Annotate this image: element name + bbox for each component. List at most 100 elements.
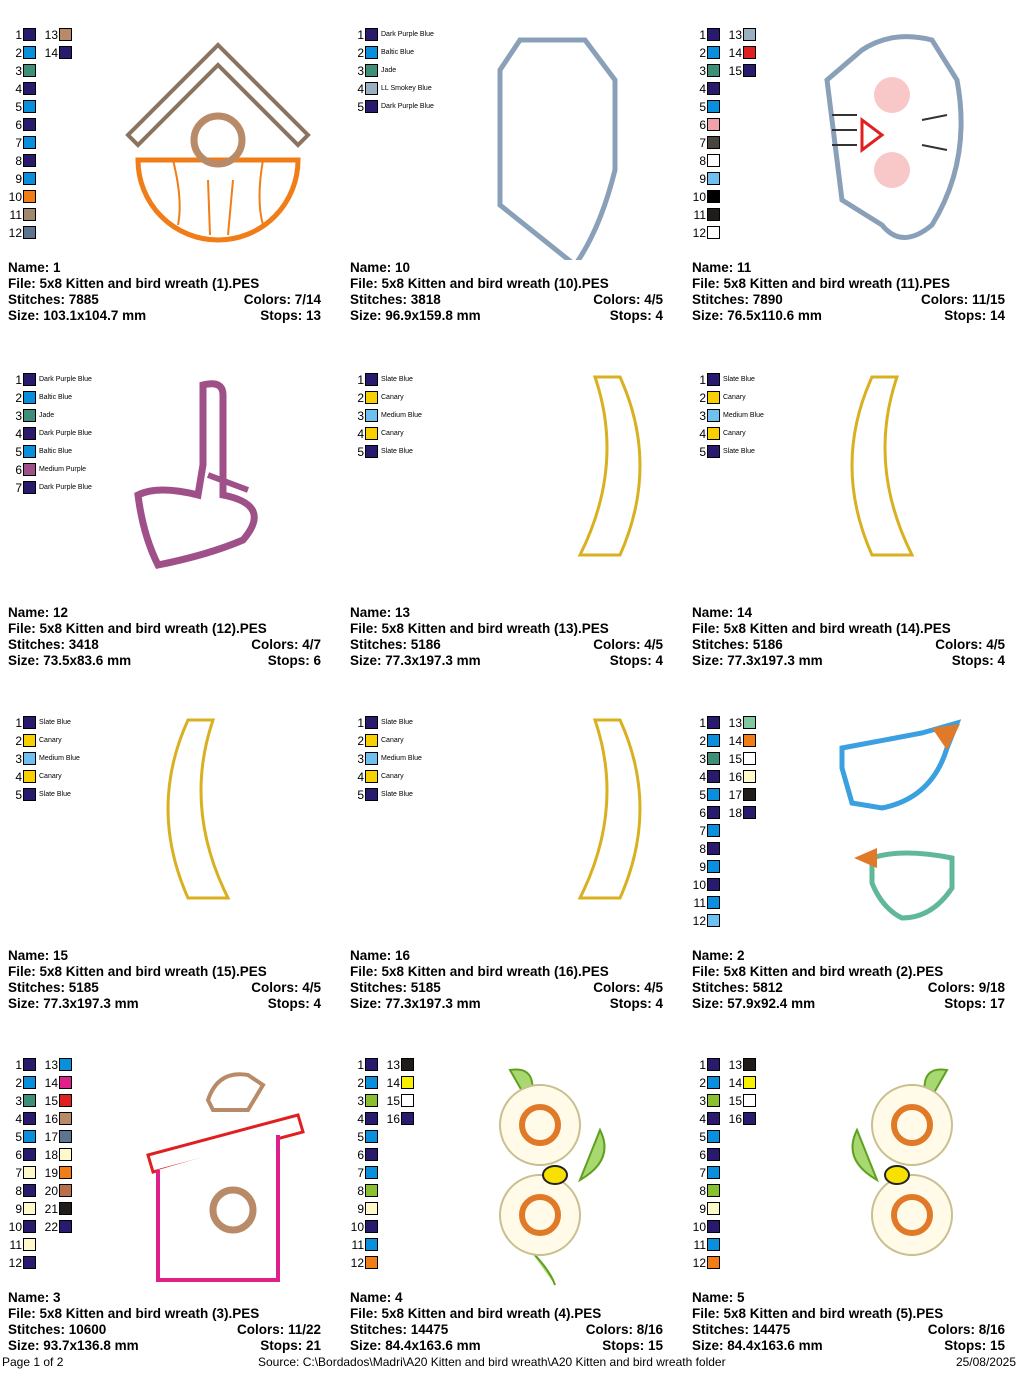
color-swatch-row: 2 [350, 1076, 378, 1090]
design-block: 1 Slate Blue 2 Canary 3 Medium Blue 4 Canary 5 Sl… [350, 708, 680, 1048]
color-count: Colors: 11/22 [236, 1322, 321, 1337]
color-swatch-row: 3 Jade [8, 409, 54, 423]
swatch-number: 5 [15, 445, 22, 459]
swatch-number: 2 [699, 734, 706, 748]
stitch-count: Stitches: 10600 [8, 1322, 107, 1337]
swatch-number: 15 [386, 1094, 400, 1108]
swatch-number: 2 [699, 391, 706, 405]
color-swatch [365, 1202, 378, 1215]
color-swatch-row: 1 Dark Purple Blue [350, 28, 434, 42]
color-swatch [743, 28, 756, 41]
swatch-number: 1 [357, 1058, 364, 1072]
color-swatch [23, 46, 36, 59]
color-swatch [707, 1076, 720, 1089]
swatch-number: 5 [699, 445, 706, 459]
swatch-label: Dark Purple Blue [39, 484, 92, 491]
file-line: File: 5x8 Kitten and bird wreath (14).PE… [692, 621, 951, 636]
color-swatch-row: 6 [692, 806, 720, 820]
color-swatch [743, 806, 756, 819]
color-swatch-row: 20 [44, 1184, 72, 1198]
color-count: Colors: 4/5 [593, 292, 663, 307]
color-swatch-row: 11 [692, 208, 720, 222]
patch-outline-artwork-icon [497, 37, 618, 260]
swatch-number: 4 [15, 427, 22, 441]
swatch-number: 2 [357, 734, 364, 748]
color-swatch-row: 18 [44, 1148, 72, 1162]
size-line: Size: 96.9x159.8 mm Stops: 4 [350, 308, 663, 324]
design-info: Name: 5 File: 5x8 Kitten and bird wreath … [692, 1290, 1005, 1354]
color-swatch [23, 1184, 36, 1197]
swatch-number: 18 [44, 1148, 58, 1162]
design-info: Name: 13 File: 5x8 Kitten and bird wreath… [350, 605, 663, 669]
color-swatch [23, 118, 36, 131]
swatch-number: 1 [357, 716, 364, 730]
swatch-number: 15 [44, 1094, 58, 1108]
swatch-number: 9 [357, 1202, 364, 1216]
swatch-number: 10 [8, 1220, 22, 1234]
swatch-number: 1 [15, 28, 22, 42]
color-swatch-row: 7 [350, 1166, 378, 1180]
color-swatch-row: 7 Dark Purple Blue [8, 481, 92, 495]
color-swatch [365, 1130, 378, 1143]
swatch-number: 18 [728, 806, 742, 820]
color-swatch [707, 770, 720, 783]
size-line: Size: 57.9x92.4 mm Stops: 17 [692, 996, 1005, 1012]
swatch-label: Slate Blue [39, 791, 71, 798]
color-swatch-row: 5 [692, 1130, 720, 1144]
design-size: Size: 103.1x104.7 mm [8, 308, 147, 323]
color-swatch [401, 1076, 414, 1089]
stitch-count: Stitches: 5186 [692, 637, 783, 652]
color-swatch-row: 5 Slate Blue [350, 445, 413, 459]
color-swatch-row: 3 [8, 1094, 36, 1108]
color-swatch [59, 1130, 72, 1143]
color-swatch-row: 10 [8, 1220, 36, 1234]
color-swatch [23, 1076, 36, 1089]
color-swatch-row: 12 [692, 1256, 720, 1270]
color-swatch-row: 3 Medium Blue [350, 752, 422, 766]
color-swatch-row: 8 [692, 154, 720, 168]
color-swatch-row: 16 [386, 1112, 414, 1126]
color-swatch-row: 13 [44, 28, 72, 42]
color-swatch-row: 6 [350, 1148, 378, 1162]
color-count: Colors: 9/18 [927, 980, 1005, 995]
stop-count: Stops: 4 [609, 653, 663, 668]
color-swatch [23, 64, 36, 77]
swatch-number: 7 [15, 1166, 22, 1180]
color-swatch [707, 1058, 720, 1071]
color-swatch [23, 208, 36, 221]
color-swatch [707, 82, 720, 95]
size-line: Size: 77.3x197.3 mm Stops: 4 [8, 996, 321, 1012]
swatch-number: 14 [44, 46, 58, 60]
color-swatch [743, 1058, 756, 1071]
swatch-number: 5 [357, 788, 364, 802]
stitches-line: Stitches: 5812 Colors: 9/18 [692, 980, 1005, 996]
swatch-number: 8 [357, 1184, 364, 1198]
color-swatch [23, 1094, 36, 1107]
arc-right-artwork-icon [577, 718, 642, 900]
color-swatch-row: 8 [8, 1184, 36, 1198]
design-size: Size: 57.9x92.4 mm [692, 996, 816, 1011]
design-size: Size: 77.3x197.3 mm [8, 996, 139, 1011]
swatch-label: Canary [381, 773, 404, 780]
color-swatch-row: 4 Canary [8, 770, 62, 784]
color-swatch [365, 1076, 378, 1089]
color-swatch [707, 28, 720, 41]
swatch-number: 5 [15, 100, 22, 114]
swatch-number: 12 [692, 226, 706, 240]
color-swatch-row: 1 Slate Blue [8, 716, 71, 730]
color-swatch-row: 12 [350, 1256, 378, 1270]
size-line: Size: 73.5x83.6 mm Stops: 6 [8, 653, 321, 669]
color-swatch-row: 14 [728, 46, 756, 60]
color-swatch-row: 3 [692, 1094, 720, 1108]
swatch-number: 1 [15, 373, 22, 387]
swatch-number: 16 [386, 1112, 400, 1126]
color-swatch [365, 64, 378, 77]
color-swatch-row: 4 Canary [350, 427, 404, 441]
color-swatch-row: 2 [692, 734, 720, 748]
color-swatch-row: 16 [44, 1112, 72, 1126]
color-count: Colors: 8/16 [927, 1322, 1005, 1337]
color-swatch-row: 11 [8, 1238, 36, 1252]
color-swatch [743, 1112, 756, 1125]
design-info: Name: 12 File: 5x8 Kitten and bird wreath… [8, 605, 321, 669]
design-info: Name: 15 File: 5x8 Kitten and bird wreath… [8, 948, 321, 1012]
